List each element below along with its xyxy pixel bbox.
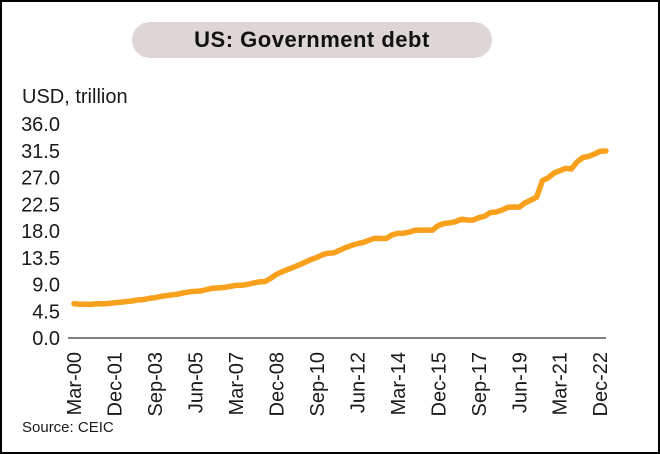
debt-line [71, 148, 609, 308]
x-tick-label: Dec-15 [428, 352, 450, 416]
y-tick-label: 36.0 [21, 114, 60, 136]
x-tick-label: Mar-00 [64, 352, 86, 415]
source-note: Source: CEIC [22, 419, 114, 436]
x-tick-label: Sep-17 [469, 352, 491, 417]
x-tick-label: Sep-03 [145, 352, 167, 417]
x-tick-label: Sep-10 [307, 352, 329, 417]
x-tick-label: Dec-01 [104, 352, 126, 416]
x-tick-label: Jun-05 [185, 352, 207, 413]
y-tick-label: 4.5 [32, 301, 60, 323]
y-tick-label: 0.0 [32, 328, 60, 350]
y-tick-label: 13.5 [21, 248, 60, 270]
y-tick-label: 18.0 [21, 221, 60, 243]
y-tick-label: 22.5 [21, 194, 60, 216]
x-tick-label: Dec-22 [590, 352, 612, 416]
y-tick-label: 31.5 [21, 141, 60, 163]
x-tick-label: Mar-21 [550, 352, 572, 415]
x-tick-label: Mar-14 [388, 352, 410, 415]
y-tick-label: 27.0 [21, 168, 60, 190]
y-axis-unit-label: USD, trillion [22, 86, 128, 108]
x-tick-label: Jun-12 [347, 352, 369, 413]
x-tick-label: Mar-07 [226, 352, 248, 415]
y-tick-label: 9.0 [32, 275, 60, 297]
x-tick-label: Dec-08 [266, 352, 288, 416]
chart-title: US: Government debt [194, 27, 430, 52]
chart-title-banner: US: Government debt [132, 22, 492, 58]
x-tick-label: Jun-19 [509, 352, 531, 413]
